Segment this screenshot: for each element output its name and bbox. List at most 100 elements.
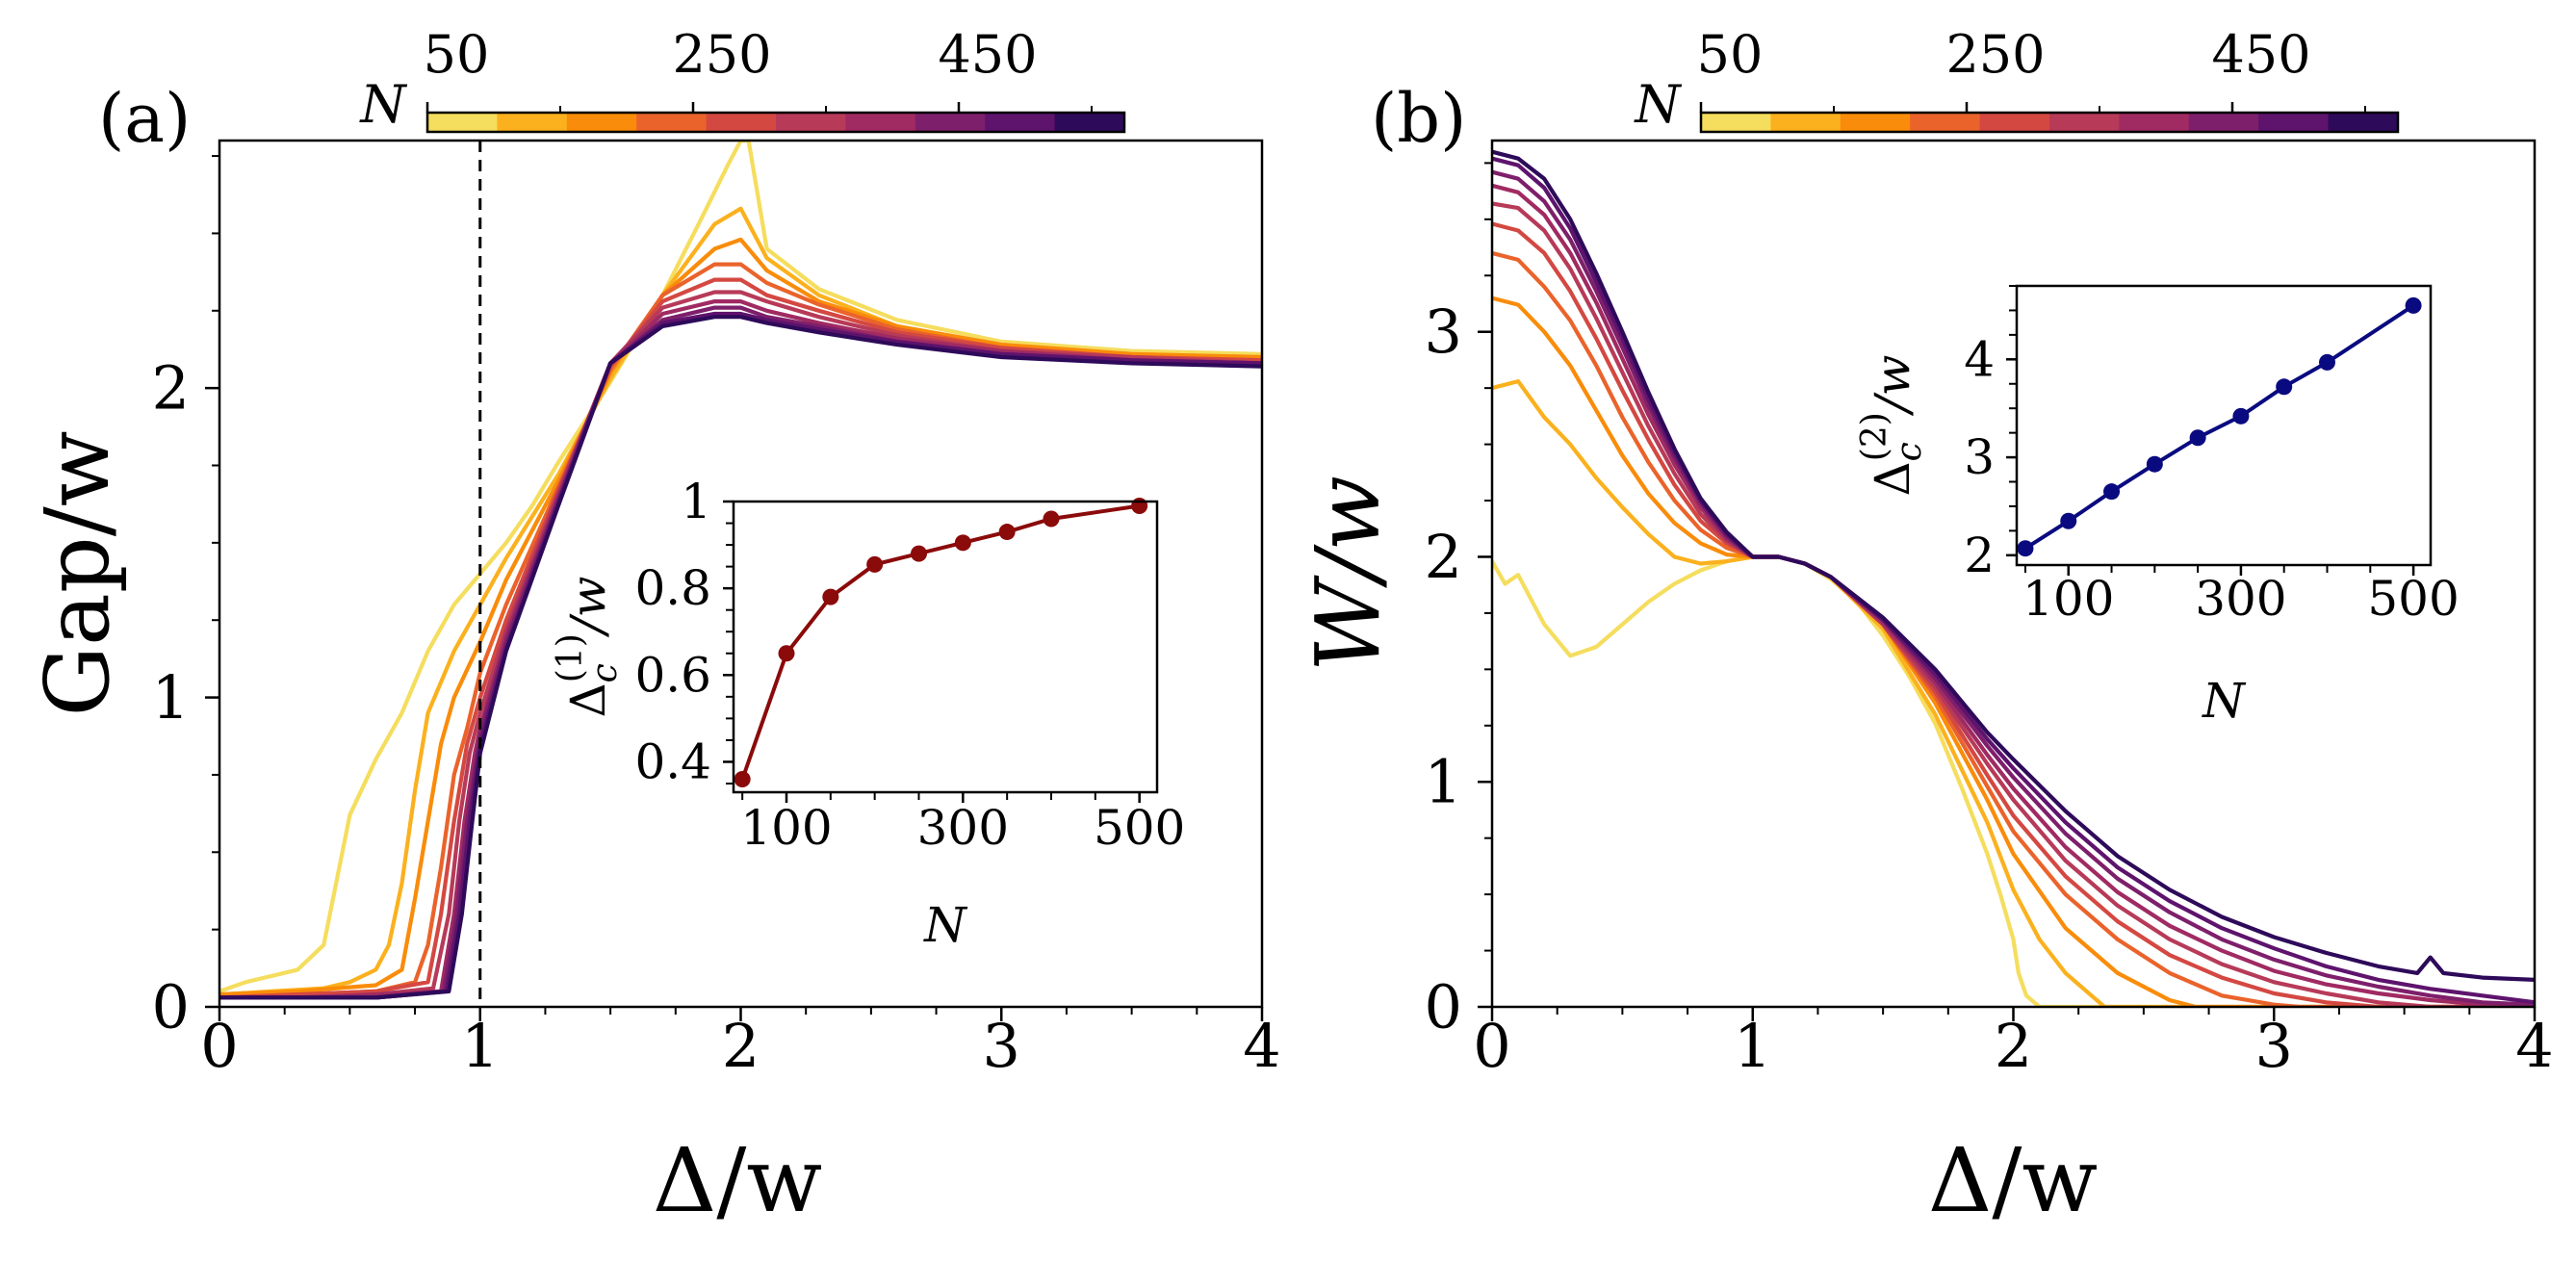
- plot-a-x-tick-label: 1: [461, 1011, 499, 1081]
- plot-a-xlabel: Δ/w: [653, 1129, 822, 1232]
- inset-b-point: [2017, 540, 2034, 557]
- inset-a-x-tick-label: 500: [1094, 800, 1185, 856]
- colorbar-b-tick-250: 250: [1945, 24, 2045, 85]
- series-line-n-50: [219, 141, 1262, 993]
- colorbar-block: [427, 113, 498, 132]
- colorbar-b-frame: [1699, 111, 2400, 134]
- plot-a-y-tick-label: 0: [152, 972, 190, 1042]
- colorbar-a-tick-450: 450: [938, 24, 1037, 85]
- plot-a-series-group: [219, 141, 1262, 1000]
- plot-a-x-tick-label: 0: [200, 1011, 238, 1081]
- plot-b-x-tick-label: 2: [1995, 1011, 2032, 1081]
- colorbar-b-label: N: [1633, 74, 1682, 135]
- colorbar-block: [497, 113, 568, 132]
- inset-b-xlabel: N: [2202, 673, 2247, 729]
- colorbar-b-ticks: [1699, 102, 2366, 113]
- colorbar-block: [1910, 113, 1981, 132]
- inset-b-frame: [2015, 284, 2433, 567]
- colorbar-b-tick-50: 50: [1697, 24, 1764, 85]
- plot-a-y-tick-label: 2: [152, 353, 190, 424]
- plot-b-y-tick-label: 1: [1425, 747, 1462, 817]
- colorbar-block: [985, 113, 1056, 132]
- colorbar-a-label: N: [358, 74, 407, 135]
- inset-a-point: [954, 534, 971, 552]
- plot-b: 0 1 2 3 4 0 1 2 3: [1425, 149, 2554, 1081]
- inset-a-background: [734, 502, 1157, 792]
- plot-b-x-tick-label: 3: [2255, 1011, 2293, 1081]
- inset-b-point: [2405, 296, 2422, 314]
- inset-a-point: [1043, 510, 1060, 528]
- plot-b-xlabel: Δ/w: [1928, 1129, 2098, 1232]
- plot-b-y-tick-label: 2: [1425, 522, 1462, 592]
- colorbar-block: [776, 113, 846, 132]
- series-line-n-150: [219, 237, 1262, 997]
- inset-a-point: [734, 770, 751, 787]
- colorbar-a-frame: [425, 111, 1126, 134]
- inset-a-point: [1131, 498, 1148, 515]
- colorbar-block: [566, 113, 637, 132]
- colorbar-a-ticks: [425, 102, 1093, 113]
- plot-a-x-tick-label: 2: [722, 1011, 760, 1081]
- colorbar-block: [1770, 113, 1842, 132]
- inset-b-point: [2060, 512, 2077, 529]
- colorbar-block: [2188, 113, 2259, 132]
- colorbar-block: [1054, 113, 1125, 132]
- plot-b-ylabel: W/w: [1297, 476, 1400, 672]
- series-line-n-100: [219, 206, 1262, 997]
- plot-a-x-tick-label: 4: [1243, 1011, 1280, 1081]
- inset-a-x-tick-label: 100: [740, 800, 832, 856]
- series-line-n-500: [219, 315, 1262, 1000]
- colorbar-block: [914, 113, 986, 132]
- inset-b-x-tick-label: 100: [2022, 571, 2114, 627]
- inset-b-y-tick-label: 3: [1964, 429, 1995, 485]
- colorbar-a-tick-50: 50: [424, 24, 490, 85]
- plot-b-x-tick-label: 0: [1473, 1011, 1510, 1081]
- plot-b-x-tick-label: 1: [1734, 1011, 1771, 1081]
- inset-b-y-tick-label: 2: [1964, 528, 1995, 583]
- plot-a: 0 1 2 3 4 0 1 2: [152, 141, 1281, 1081]
- inset-a: 100 300 500 0.4 0.6 0.8 1: [634, 474, 1185, 856]
- inset-b-ylabel: Δc(2)/w: [1855, 355, 1929, 497]
- plot-b-frame: [1490, 139, 2537, 1009]
- inset-b-point: [2103, 483, 2121, 501]
- inset-b-point: [2232, 407, 2250, 425]
- colorbar-block: [2258, 113, 2330, 132]
- inset-b-point: [2276, 378, 2293, 396]
- inset-a-y-tick-label: 1: [681, 474, 711, 529]
- colorbar-block: [636, 113, 708, 132]
- inset-a-point: [866, 555, 884, 573]
- inset-b-point: [2189, 429, 2206, 447]
- colorbar-a: 50 250 450 N: [358, 24, 1126, 135]
- colorbar-block: [1701, 113, 1771, 132]
- inset-b-x-tick-label: 300: [2195, 571, 2286, 627]
- colorbar-block: [2049, 113, 2120, 132]
- colorbar-block: [1840, 113, 1911, 132]
- colorbar-block: [2328, 113, 2399, 132]
- inset-a-x-tick-label: 300: [917, 800, 1009, 856]
- panel-a-label: (a): [98, 79, 191, 158]
- inset-b-point: [2146, 455, 2163, 473]
- plot-a-ylabel: Gap/w: [26, 431, 129, 717]
- inset-b-point: [2319, 353, 2335, 371]
- panel-b-label: (b): [1371, 79, 1466, 158]
- inset-a-point: [998, 524, 1016, 541]
- series-line-n-500: [1492, 149, 2535, 982]
- plot-a-frame: [218, 139, 1264, 1009]
- colorbar-a-blocks: [427, 113, 1125, 132]
- inset-a-ylabel: Δc(1)/w: [551, 577, 625, 718]
- colorbar-a-tick-250: 250: [672, 24, 771, 85]
- inset-a-y-tick-label: 0.6: [634, 647, 711, 703]
- plot-a-x-tick-label: 3: [983, 1011, 1020, 1081]
- plot-b-x-tick-label: 4: [2515, 1011, 2553, 1081]
- colorbar-b-blocks: [1701, 113, 2399, 132]
- inset-a-xlabel: N: [923, 897, 968, 953]
- inset-a-point: [778, 645, 795, 662]
- plot-b-y-tick-label: 0: [1425, 972, 1462, 1042]
- inset-a-y-tick-label: 0.8: [634, 560, 711, 616]
- colorbar-block: [1979, 113, 2050, 132]
- inset-a-frame: [732, 500, 1159, 794]
- colorbar-b-tick-450: 450: [2211, 24, 2310, 85]
- colorbar-block: [845, 113, 916, 132]
